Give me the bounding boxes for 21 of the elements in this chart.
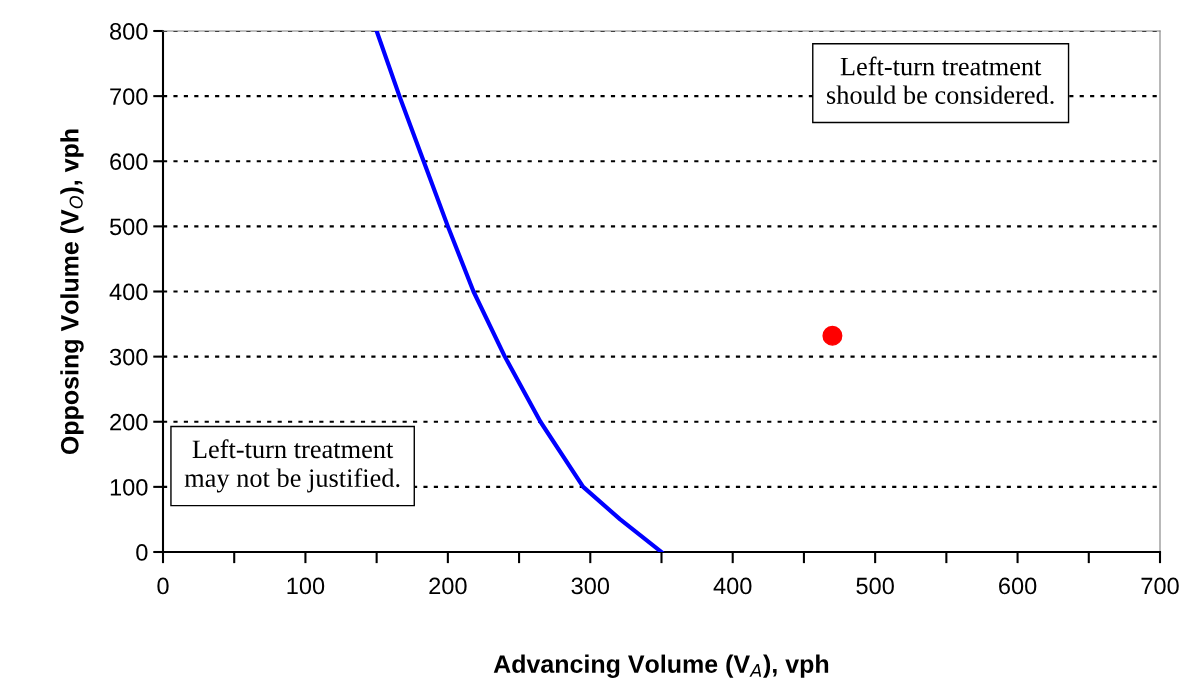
y-tick-label: 800	[110, 23, 148, 40]
y-tick-label: 500	[109, 218, 148, 236]
x-tick-label: 600	[999, 577, 1037, 595]
y-tick-label: 300	[109, 348, 148, 366]
y-tick-label: 100	[110, 478, 148, 496]
x-tick-label: 500	[856, 577, 894, 595]
y-tick-label: 600	[110, 153, 148, 171]
x-axis-title: Advancing Volume (V$_{A}$), vph	[493, 654, 829, 678]
x-tick-label: 0	[157, 577, 169, 595]
y-tick-label: 700	[110, 88, 148, 105]
y-tick-label: 200	[110, 413, 148, 431]
annotation: Left-turn treatment should be considered.	[827, 56, 1054, 105]
y-tick-label: 400	[109, 283, 148, 301]
x-tick-label: 100	[287, 577, 325, 595]
x-tick-label: 300	[571, 577, 610, 595]
x-tick-label: 400	[713, 577, 752, 595]
x-tick-label: 700	[1141, 577, 1179, 595]
annotation: Left-turn treatment may not be justified.	[184, 439, 400, 493]
x-tick-label: 200	[429, 577, 467, 595]
y-tick-label: 0	[136, 544, 148, 561]
y-axis-title: Opposing Volume (V$_{O}$), vph	[60, 129, 84, 455]
